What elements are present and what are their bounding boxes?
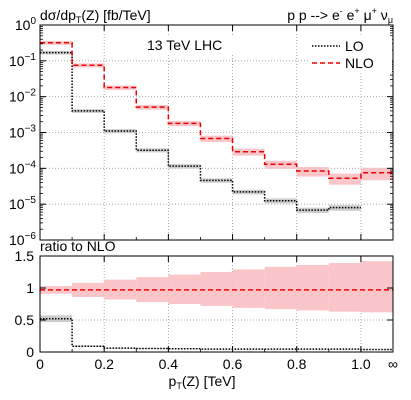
ratio-frame (39, 255, 394, 353)
ratio-band-bin-lo (200, 348, 233, 350)
annotation-background (144, 36, 240, 53)
ratio-band-bin-nlo (360, 261, 393, 313)
ratio-panel: 00.511.5 0 0.2 0.4 0.6 0.8 1.0 ∞ ratio to NLO … (15, 238, 398, 391)
main-title-right: p p --> e- e+ μ+ νμ (287, 6, 393, 25)
ratio-y-tick-label: 0.5 (15, 312, 35, 328)
main-y-tick-label: 10−6 (9, 231, 36, 248)
legend-label-nlo: NLO (345, 55, 374, 71)
band-bin-nlo (72, 63, 105, 68)
band-bin-lo (264, 198, 297, 204)
main-y-tick-label: 10−2 (9, 88, 36, 105)
main-y-tick-label: 100 (15, 16, 37, 33)
main-y-tick-label: 10−5 (9, 195, 36, 212)
ratio-band-bin-lo (104, 347, 137, 349)
band-bin-nlo (360, 167, 393, 181)
ratio-y-tick-label: 0 (26, 344, 34, 360)
ratio-x-tick-label: 0.8 (287, 356, 307, 372)
main-y-tick-label: 10−4 (9, 159, 36, 176)
main-x-ticks (39, 25, 362, 240)
ratio-band-bin-nlo (232, 269, 265, 308)
ratio-x-tick-label: 0.4 (159, 356, 179, 372)
ratio-title: ratio to NLO (40, 238, 116, 254)
ratio-bands (40, 261, 393, 350)
x-axis-label: pT(Z) [TeV] (169, 373, 236, 391)
band-bin-lo (104, 129, 137, 134)
ratio-y-ticks: 0 0.5 1 1.5 (15, 248, 393, 360)
band-bin-nlo (104, 85, 137, 90)
ratio-x-overflow-label: ∞ (388, 356, 398, 372)
main-panel: 10−6 10−5 10−4 10−3 10−2 10−1 100 dσ/dpT(Z) [f… (9, 6, 394, 248)
legend: LO NLO (308, 36, 392, 72)
ratio-x-tick-label: 0 (36, 356, 44, 372)
band-bin-lo (328, 205, 361, 211)
ratio-x-tick-label: 0.2 (94, 356, 114, 372)
ratio-band-bin-nlo (328, 263, 361, 312)
ratio-y-tick-label: 1 (26, 280, 34, 296)
main-y-tick-label: 10−3 (9, 124, 36, 141)
ratio-band-bin-nlo (264, 266, 297, 310)
legend-background (308, 36, 392, 72)
ratio-band-bin-lo (360, 349, 393, 350)
ratio-x-tick-label: 1.0 (351, 356, 371, 372)
ratio-x-ticks: 0 0.2 0.4 0.6 0.8 1.0 ∞ (36, 256, 398, 372)
ratio-band-bin-nlo (296, 264, 329, 311)
main-title-left: dσ/dpT(Z) [fb/TeV] (40, 7, 151, 25)
band-bin-nlo (232, 148, 265, 156)
legend-label-lo: LO (345, 38, 364, 54)
ratio-band-bin-nlo (200, 272, 233, 306)
band-bin-lo (136, 148, 169, 153)
ratio-band-bin-lo (328, 348, 361, 350)
main-y-tick-label: 10−1 (9, 52, 36, 69)
main-series (40, 41, 393, 211)
main-y-ticks: 10−6 10−5 10−4 10−3 10−2 10−1 100 (9, 16, 393, 248)
band-bin-lo (168, 164, 201, 169)
series-line-nlo (40, 41, 393, 179)
ratio-x-tick-label: 0.6 (223, 356, 243, 372)
ratio-series-line-lo (40, 317, 393, 351)
energy-annotation: 13 TeV LHC (147, 37, 222, 53)
band-bin-nlo (328, 173, 361, 185)
ratio-y-tick-label: 1.5 (15, 248, 35, 264)
ratio-band-bin-lo (232, 348, 265, 350)
ratio-series (40, 289, 393, 351)
band-bin-lo (232, 189, 265, 195)
